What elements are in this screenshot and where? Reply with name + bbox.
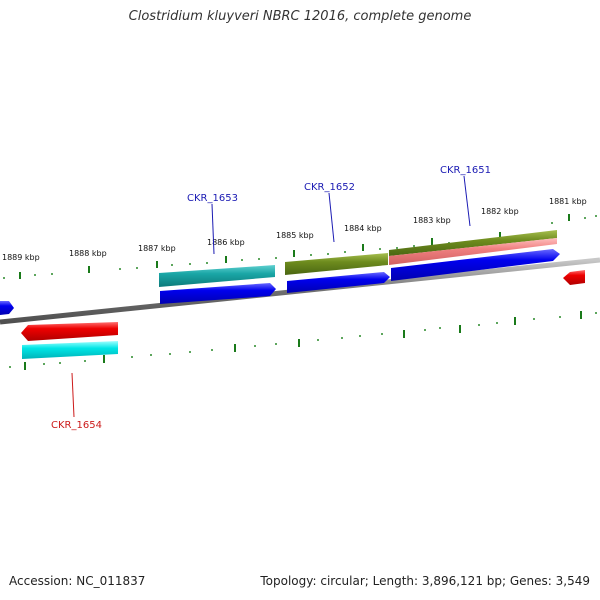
cds-ckr-1653-arrow[interactable] [160,283,276,304]
cds-ckr-1654-arrow[interactable] [21,322,118,341]
pink-feature[interactable] [389,238,557,265]
cds-ckr-1652-arrow[interactable] [287,272,390,293]
accession-label: Accession: NC_011837 [9,574,146,588]
cds-left-edge-arrow[interactable] [0,301,14,315]
scale-label: 1883 kbp [413,216,451,225]
cyan-feature[interactable] [22,341,118,359]
scale-labels: 1889 kbp 1888 kbp 1887 kbp 1886 kbp 1885… [2,197,587,262]
scale-label: 1881 kbp [549,197,587,206]
teal-feature[interactable] [159,265,275,287]
olive-feature[interactable] [285,253,388,275]
gene-label-ckr-1653[interactable]: CKR_1653 [187,193,238,204]
leader-line-ckr-1654 [71,372,75,418]
leader-line-ckr-1651 [463,175,471,227]
scale-label: 1888 kbp [69,249,107,258]
cds-ckr-1651-arrow[interactable] [391,249,560,281]
genome-title: Clostridium kluyveri NBRC 12016, complet… [128,9,472,24]
scale-label: 1886 kbp [207,238,245,247]
lower-tick-track [9,312,597,368]
gene-label-ckr-1654[interactable]: CKR_1654 [51,420,102,431]
scale-label: 1882 kbp [481,207,519,216]
leader-line-ckr-1653 [211,203,215,255]
leader-line-ckr-1652 [328,192,335,243]
lower-major-ticks [24,311,582,370]
gene-label-ckr-1651[interactable]: CKR_1651 [440,165,491,176]
gene-label-ckr-1652[interactable]: CKR_1652 [304,182,355,193]
scale-label: 1887 kbp [138,244,176,253]
scale-label: 1884 kbp [344,224,382,233]
cds-right-edge-arrow[interactable] [563,270,585,285]
genome-summary: Topology: circular; Length: 3,896,121 bp… [260,574,590,588]
olive-feature-long[interactable] [389,230,557,256]
scale-label: 1889 kbp [2,253,40,262]
scale-label: 1885 kbp [276,231,314,240]
